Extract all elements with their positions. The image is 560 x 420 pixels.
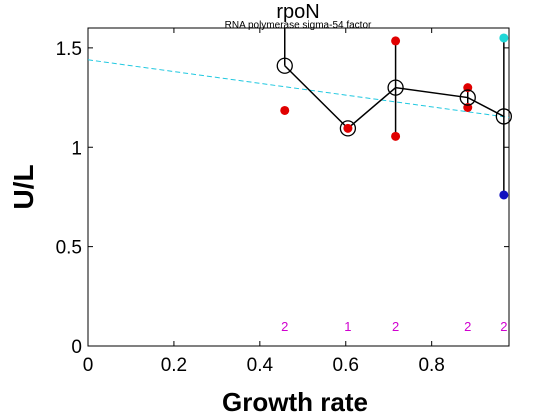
count-label: 1 (344, 319, 351, 334)
mean-line (284, 65, 505, 130)
count-label: 2 (500, 319, 507, 334)
replicate-point (343, 123, 353, 133)
count-label: 2 (392, 319, 399, 334)
replicate-point (280, 105, 290, 115)
chart-title: rpoN (276, 1, 319, 23)
x-tick-label: 0.8 (418, 355, 444, 376)
y-tick-label: 0 (71, 337, 82, 358)
x-tick-label: 0.2 (161, 355, 187, 376)
y-tick-label: 1 (71, 138, 82, 159)
x-tick-label: 0.6 (333, 355, 359, 376)
x-tick-label: 0.4 (247, 355, 274, 376)
replicate-points (280, 33, 509, 200)
replicate-point (499, 190, 509, 200)
x-axis-label: Growth rate (222, 387, 368, 417)
mean-marker (387, 79, 404, 96)
mean-marker (495, 108, 512, 125)
y-tick-label: 0.5 (56, 238, 82, 259)
fit-line (87, 59, 510, 118)
mean-markers (276, 57, 512, 137)
y-axis-label: U/L (8, 164, 39, 209)
mean-marker (276, 57, 293, 74)
x-axis-ticks: 0 0.2 0.4 0.6 0.8 (83, 28, 445, 376)
count-label: 2 (464, 319, 471, 334)
replicate-point (391, 36, 401, 46)
replicate-point (499, 33, 509, 43)
replicate-point (391, 131, 401, 141)
chart-subtitle: RNA polymerase sigma-54 factor (225, 20, 372, 31)
y-tick-label: 1.5 (56, 39, 82, 60)
mean-marker (459, 89, 476, 106)
plot-area (87, 27, 510, 347)
count-label: 2 (281, 319, 288, 334)
mean-marker (339, 120, 357, 137)
y-axis-ticks: 0 0.5 1 1.5 (56, 39, 509, 358)
count-labels: 2 1 2 2 2 (281, 319, 507, 334)
x-tick-label: 0 (83, 355, 94, 376)
